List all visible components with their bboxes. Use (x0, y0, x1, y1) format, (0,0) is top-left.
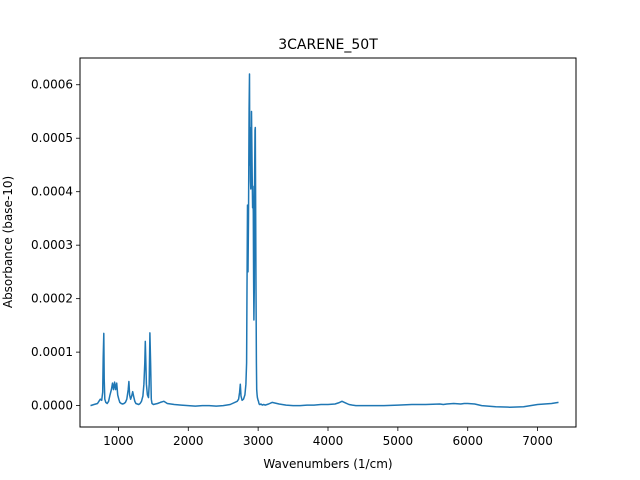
x-tick-label: 6000 (452, 434, 483, 448)
x-tick-label: 1000 (103, 434, 134, 448)
y-tick-label: 0.0003 (31, 238, 73, 252)
y-tick-label: 0.0000 (31, 399, 73, 413)
x-tick-label: 7000 (522, 434, 553, 448)
plot-area (90, 73, 559, 408)
y-tick-label: 0.0004 (31, 185, 73, 199)
y-axis-label: Absorbance (base-10) (1, 176, 15, 308)
absorbance-series-line (90, 73, 559, 408)
x-axis-label: Wavenumbers (1/cm) (263, 457, 392, 471)
y-tick-label: 0.0001 (31, 345, 73, 359)
y-tick-label: 0.0006 (31, 78, 73, 92)
y-tick-label: 0.0005 (31, 131, 73, 145)
x-tick-label: 4000 (313, 434, 344, 448)
x-tick-label: 2000 (173, 434, 204, 448)
y-tick-label: 0.0002 (31, 292, 73, 306)
x-tick-label: 3000 (243, 434, 274, 448)
x-tick-label: 5000 (383, 434, 414, 448)
axis-ticks: 1000 2000 3000 4000 5000 6000 7000 0.0000 0.0001… (31, 78, 553, 448)
chart-title: 3CARENE_50T (278, 37, 378, 53)
axes-frame (79, 57, 577, 428)
